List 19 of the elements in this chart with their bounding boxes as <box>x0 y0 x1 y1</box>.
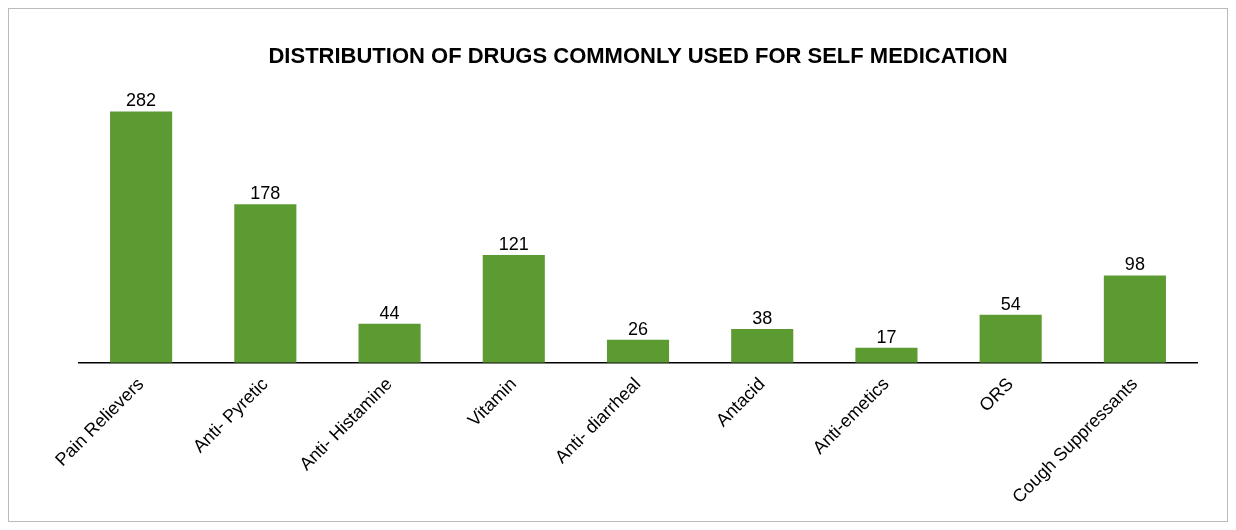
data-label: 282 <box>126 90 157 111</box>
bar <box>234 204 297 363</box>
bar <box>1103 275 1166 363</box>
data-label: 38 <box>752 307 773 328</box>
data-label: 121 <box>498 233 529 254</box>
data-label: 26 <box>627 318 649 339</box>
bar <box>358 323 421 363</box>
bar <box>979 314 1042 363</box>
data-label: 98 <box>1124 254 1145 275</box>
data-label: 17 <box>876 326 897 347</box>
data-label: 178 <box>250 183 281 204</box>
data-label: 44 <box>379 302 400 323</box>
bar <box>855 347 918 363</box>
bar <box>482 254 545 363</box>
bar <box>606 339 670 363</box>
bar <box>110 111 173 363</box>
chart-title: DISTRIBUTION OF DRUGS COMMONLY USED FOR SELF MEDICATION <box>268 43 1008 69</box>
data-label: 54 <box>1000 293 1021 314</box>
bar <box>731 328 794 363</box>
